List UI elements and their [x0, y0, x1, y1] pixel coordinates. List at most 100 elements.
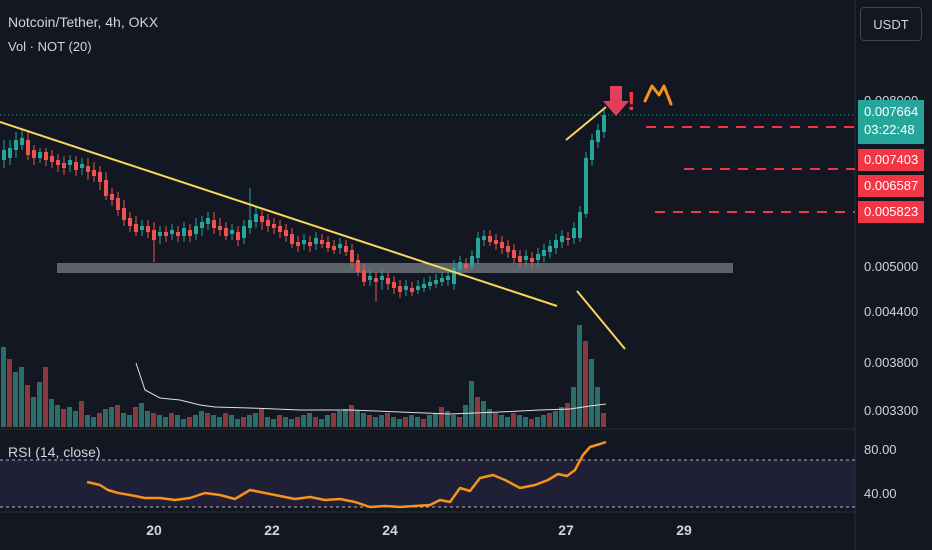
target-tag-2: 0.006587 [858, 175, 924, 197]
volume-bar [259, 409, 264, 427]
price-label: 0.004400 [864, 304, 919, 319]
candle-body [296, 242, 300, 246]
candle-body [248, 220, 252, 228]
volume-bar [367, 415, 372, 427]
candle-body [158, 232, 162, 236]
volume-bar [325, 415, 330, 427]
volume-bar [79, 401, 84, 427]
volume-bar [31, 397, 36, 427]
volume-bar [595, 387, 600, 427]
volume-bar [127, 415, 132, 427]
candle-body [110, 194, 114, 200]
volume-bar [283, 417, 288, 427]
candle-body [266, 220, 270, 226]
volume-bar [19, 367, 24, 427]
volume-bar [181, 419, 186, 427]
volume-bar [217, 417, 222, 427]
time-label: 20 [146, 522, 162, 538]
candle-body [326, 242, 330, 248]
volume-bar [265, 417, 270, 427]
time-label: 29 [676, 522, 692, 538]
volume-bar [523, 417, 528, 427]
volume-bar [565, 403, 570, 427]
candle-body [92, 170, 96, 176]
candle-body [44, 152, 48, 160]
volume-bar [121, 413, 126, 427]
candle-body [518, 256, 522, 262]
volume-bar [301, 415, 306, 427]
volume-bar [439, 407, 444, 427]
volume-bars [1, 325, 606, 427]
volume-bar [253, 413, 258, 427]
candle-body [200, 222, 204, 228]
candle-body [140, 226, 144, 230]
drop-projection-line [576, 290, 626, 350]
volume-bar [445, 411, 450, 427]
candle-body [458, 262, 462, 270]
candle-body [524, 256, 528, 260]
candle-body [344, 246, 348, 252]
volume-bar [571, 387, 576, 427]
volume-legend[interactable]: Vol · NOT (20) [8, 39, 92, 54]
volume-bar [49, 399, 54, 427]
price-label: 0.005000 [864, 259, 919, 274]
volume-bar [331, 413, 336, 427]
volume-bar [109, 407, 114, 427]
volume-bar [583, 341, 588, 427]
volume-bar [295, 417, 300, 427]
candle-body [440, 278, 444, 282]
volume-bar [91, 417, 96, 427]
candle-body [62, 163, 66, 168]
volume-bar [145, 411, 150, 427]
rsi-legend[interactable]: RSI (14, close) [8, 444, 101, 460]
candle-body [218, 226, 222, 230]
candle-body [290, 234, 294, 244]
volume-bar [427, 415, 432, 427]
volume-bar [409, 415, 414, 427]
volume-bar [529, 419, 534, 427]
candle-body [500, 242, 504, 248]
volume-bar [457, 417, 462, 427]
candle-body [134, 224, 138, 232]
volume-bar [139, 403, 144, 427]
candle-body [536, 254, 540, 260]
candle-body [416, 286, 420, 290]
candlesticks [2, 110, 606, 302]
time-label: 24 [382, 522, 398, 538]
candle-body [176, 232, 180, 236]
volume-bar [133, 407, 138, 427]
volume-bar [115, 405, 120, 427]
candle-body [602, 115, 606, 132]
volume-bar [403, 417, 408, 427]
volume-bar [307, 413, 312, 427]
candle-body [26, 140, 30, 155]
candle-body [260, 216, 264, 222]
volume-bar [385, 413, 390, 427]
candle-body [380, 276, 384, 280]
candle-body [170, 230, 174, 234]
candle-body [464, 264, 468, 268]
volume-bar [169, 413, 174, 427]
volume-bar [463, 405, 468, 427]
volume-bar [535, 417, 540, 427]
candle-body [584, 158, 588, 214]
currency-button[interactable]: USDT [860, 7, 922, 41]
volume-moving-average [135, 362, 607, 415]
candle-body [254, 214, 258, 222]
volume-bar [37, 382, 42, 427]
volume-bar [319, 419, 324, 427]
volume-bar [505, 417, 510, 427]
current-price: 0.007664 [864, 104, 919, 119]
candle-body [422, 284, 426, 288]
volume-bar [235, 419, 240, 427]
candle-body [146, 226, 150, 232]
symbol-legend[interactable]: Notcoin/Tether, 4h, OKX [8, 14, 159, 30]
volume-bar [211, 415, 216, 427]
candle-body [476, 238, 480, 258]
volume-bar [25, 385, 30, 427]
candle-body [338, 244, 342, 248]
candle-body [314, 238, 318, 244]
time-label: 22 [264, 522, 280, 538]
volume-bar [373, 417, 378, 427]
